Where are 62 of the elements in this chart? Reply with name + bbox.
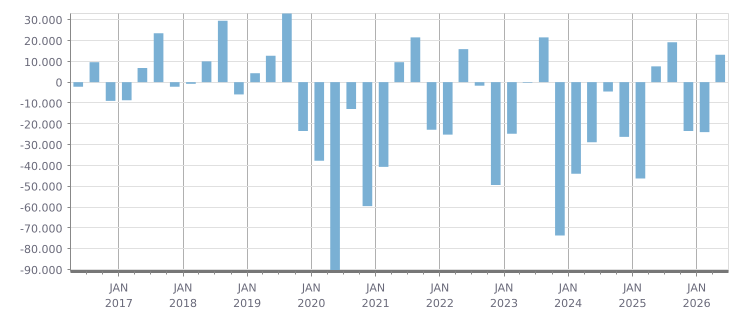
x-tick-label: JAN 2018	[169, 282, 198, 310]
bar	[636, 82, 646, 178]
y-tick-label: -20.000	[20, 118, 63, 132]
y-tick-label: 0	[56, 76, 62, 90]
bar	[250, 73, 260, 82]
bar	[538, 37, 549, 82]
bar	[138, 68, 148, 82]
bar	[426, 82, 436, 130]
x-tick-label: JAN 2019	[233, 282, 262, 310]
bar	[458, 49, 468, 82]
bar	[700, 82, 710, 132]
bar	[490, 82, 501, 185]
bar	[73, 82, 84, 87]
bar	[378, 82, 388, 167]
x-tick-label: JAN 2025	[618, 282, 647, 310]
y-tick-label: -30.000	[20, 139, 63, 152]
bar	[90, 62, 100, 82]
bar	[298, 82, 308, 132]
bar	[474, 82, 484, 86]
y-tick-label: -40.000	[20, 160, 63, 173]
y-tick-label: -80.000	[20, 243, 63, 256]
bar	[442, 82, 453, 135]
bar	[314, 82, 324, 161]
bar	[266, 56, 276, 82]
y-tick-label: -90.000	[20, 264, 63, 277]
bar	[555, 82, 565, 236]
bar	[362, 82, 372, 206]
bar	[587, 82, 597, 142]
x-tick-label: JAN 2017	[104, 282, 133, 310]
bar	[667, 42, 678, 82]
bar	[603, 82, 613, 92]
bar	[346, 82, 356, 109]
y-tick-label: 30.000	[24, 14, 63, 28]
bar	[715, 54, 726, 82]
bar	[410, 37, 420, 82]
bar	[202, 61, 212, 82]
x-tick-label: JAN 2020	[297, 282, 326, 310]
bar	[282, 14, 292, 82]
bar	[170, 82, 180, 87]
x-tick-label: JAN 2024	[554, 282, 582, 310]
y-tick-label: 20.000	[24, 35, 63, 48]
y-tick-label: -60.000	[20, 202, 63, 214]
bar	[394, 62, 404, 82]
bar	[507, 82, 517, 134]
bar	[571, 82, 581, 174]
bar	[154, 33, 164, 82]
bar	[106, 82, 116, 101]
bar	[218, 20, 228, 82]
y-tick-label: -50.000	[20, 180, 63, 194]
bar	[684, 82, 694, 132]
y-tick-label: -70.000	[20, 222, 63, 236]
x-tick-label: JAN 2021	[362, 282, 390, 310]
x-tick-label: JAN 2022	[426, 282, 454, 310]
bar	[330, 82, 340, 272]
bar	[122, 82, 132, 100]
bar	[619, 82, 630, 137]
bar	[651, 66, 661, 82]
y-tick-label: 10.000	[24, 56, 63, 69]
bar	[234, 82, 244, 94]
x-tick-label: JAN 2023	[490, 282, 518, 310]
x-tick-label: JAN 2026	[682, 282, 711, 310]
y-tick-label: -10.000	[20, 97, 63, 110]
